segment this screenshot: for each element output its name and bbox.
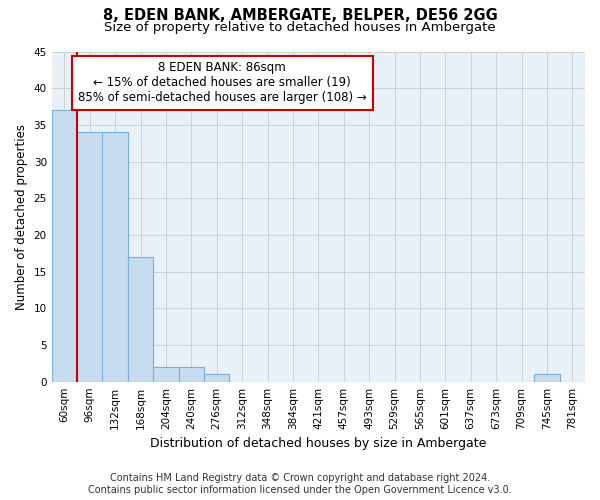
- X-axis label: Distribution of detached houses by size in Ambergate: Distribution of detached houses by size …: [150, 437, 487, 450]
- Bar: [77, 132, 103, 382]
- Bar: [103, 132, 128, 382]
- Bar: [534, 374, 560, 382]
- Bar: [128, 257, 153, 382]
- Bar: [52, 110, 77, 382]
- Y-axis label: Number of detached properties: Number of detached properties: [15, 124, 28, 310]
- Bar: [204, 374, 229, 382]
- Text: Contains HM Land Registry data © Crown copyright and database right 2024.
Contai: Contains HM Land Registry data © Crown c…: [88, 474, 512, 495]
- Text: Size of property relative to detached houses in Ambergate: Size of property relative to detached ho…: [104, 21, 496, 34]
- Text: 8, EDEN BANK, AMBERGATE, BELPER, DE56 2GG: 8, EDEN BANK, AMBERGATE, BELPER, DE56 2G…: [103, 8, 497, 22]
- Bar: [179, 367, 204, 382]
- Bar: [153, 367, 179, 382]
- Text: 8 EDEN BANK: 86sqm
← 15% of detached houses are smaller (19)
85% of semi-detache: 8 EDEN BANK: 86sqm ← 15% of detached hou…: [78, 62, 367, 104]
